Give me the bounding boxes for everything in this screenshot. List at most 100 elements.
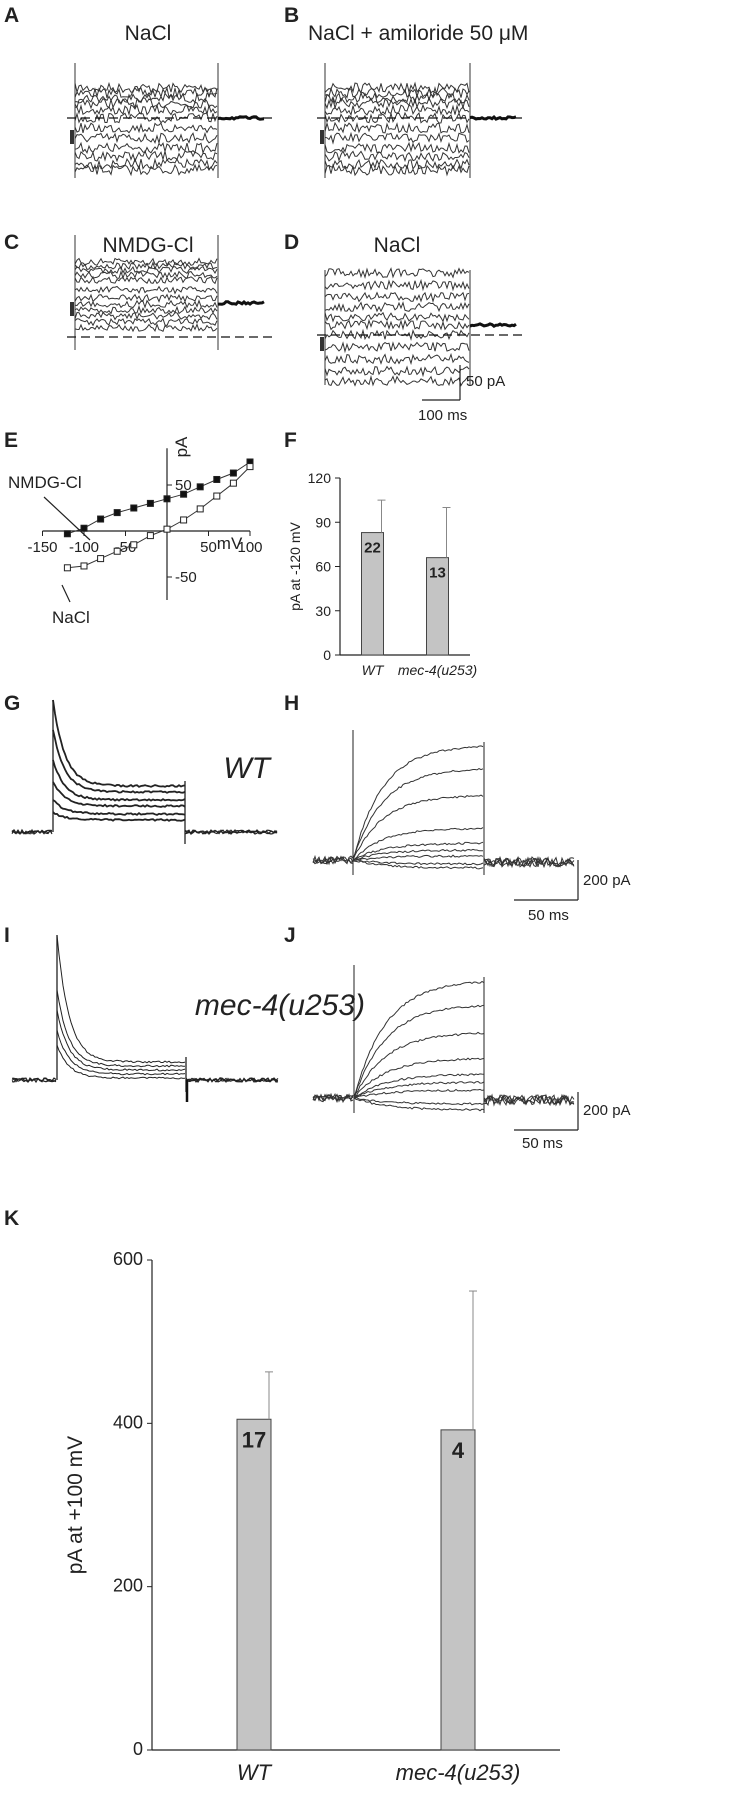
current-trace xyxy=(324,301,470,313)
scalebar-d: 50 pA 100 ms xyxy=(418,365,505,424)
current-trace xyxy=(324,341,470,354)
bar-chart-f: 0 30 60 90 120 pA at -120 mV 22 WT 13 mec-4(u253) xyxy=(287,470,477,678)
trace-group-g xyxy=(11,699,278,844)
trace-group-i xyxy=(11,934,279,1102)
current-trace xyxy=(74,97,218,110)
trace-group-h xyxy=(312,730,575,875)
data-point xyxy=(180,516,188,524)
current-trace xyxy=(352,854,484,861)
y-tick-label: 50 xyxy=(175,477,192,494)
current-trace xyxy=(56,989,185,1068)
data-point xyxy=(97,515,105,523)
x-tick-label: -100 xyxy=(69,539,99,556)
current-trace xyxy=(324,365,470,378)
current-trace xyxy=(353,1057,485,1099)
current-trace xyxy=(353,1088,485,1099)
current-trace xyxy=(352,841,484,862)
data-point xyxy=(113,509,121,517)
data-point xyxy=(196,505,204,513)
panel-label-g: G xyxy=(4,692,20,715)
y-tick-label: 0 xyxy=(133,1739,143,1759)
current-trace xyxy=(352,794,484,861)
tail-current-trace xyxy=(469,322,517,328)
current-trace xyxy=(352,745,484,860)
bar-n-label: 13 xyxy=(429,565,446,582)
current-trace xyxy=(324,352,470,366)
bar xyxy=(361,532,384,656)
scalebar-h-time-label: 50 ms xyxy=(528,907,569,924)
current-trace xyxy=(52,799,186,816)
legend-label-nmdg-cl: NMDG-Cl xyxy=(8,473,82,492)
current-trace xyxy=(352,827,484,861)
y-tick-label: 30 xyxy=(315,603,331,619)
current-trace xyxy=(56,1029,186,1076)
capacitive-artifact xyxy=(320,130,324,144)
scalebar-j: 200 pA 50 ms xyxy=(514,1092,631,1152)
panel-label-c: C xyxy=(4,231,19,254)
tail-trace xyxy=(483,855,575,868)
panel-label-k: K xyxy=(4,1207,19,1230)
data-point xyxy=(213,475,221,483)
current-trace xyxy=(352,859,484,866)
current-trace xyxy=(324,278,470,292)
current-trace xyxy=(74,265,218,275)
current-trace xyxy=(52,729,186,794)
current-trace xyxy=(324,86,470,100)
data-point xyxy=(213,492,221,500)
legend-pointer-nacl xyxy=(61,584,71,603)
series-line-nmdg-cl xyxy=(67,461,251,535)
scalebar-j-current-label: 200 pA xyxy=(583,1102,631,1119)
current-trace xyxy=(324,91,470,105)
panel-label-h: H xyxy=(284,692,299,715)
current-trace xyxy=(56,1009,186,1072)
current-trace xyxy=(56,1044,186,1080)
current-trace xyxy=(52,759,186,802)
trace-group-a xyxy=(67,63,275,178)
current-trace xyxy=(324,131,470,145)
panel-label-b: B xyxy=(284,4,299,27)
legend-label-nacl: NaCl xyxy=(52,608,90,627)
current-trace xyxy=(74,141,218,155)
trace-group-j xyxy=(312,965,575,1113)
current-trace xyxy=(74,163,218,177)
current-trace xyxy=(52,781,186,808)
x-tick-label: 50 xyxy=(200,539,217,556)
panel-label-i: I xyxy=(4,924,10,947)
current-trace xyxy=(324,291,470,304)
current-trace xyxy=(74,322,218,333)
tail-current-trace xyxy=(218,299,265,306)
baseline-trace xyxy=(11,1077,57,1083)
tail-trace xyxy=(184,829,278,836)
bar-n-label: 4 xyxy=(452,1438,465,1463)
data-point xyxy=(246,463,254,471)
y-tick-label: 60 xyxy=(315,559,331,575)
current-trace xyxy=(324,163,470,177)
capacitive-artifact xyxy=(70,130,74,144)
panel-label-d: D xyxy=(284,231,299,254)
bar-n-label: 17 xyxy=(242,1427,266,1452)
y-tick-label: 90 xyxy=(315,514,331,530)
panel-title-d: NaCl xyxy=(374,234,421,257)
panel-label-j: J xyxy=(284,924,296,947)
data-point xyxy=(97,555,105,563)
current-trace xyxy=(324,311,470,323)
current-trace xyxy=(353,1096,485,1112)
data-point xyxy=(80,562,88,570)
data-point xyxy=(146,532,154,540)
current-trace xyxy=(52,699,186,788)
current-trace xyxy=(74,261,218,271)
trace-group-d xyxy=(317,267,527,387)
baseline-trace xyxy=(312,855,354,866)
current-trace xyxy=(353,1096,485,1106)
panel-label-f: F xyxy=(284,429,297,452)
trace-group-c xyxy=(67,235,275,350)
current-trace xyxy=(52,811,186,822)
scalebar-h-current-label: 200 pA xyxy=(583,872,631,889)
current-trace xyxy=(352,860,484,870)
data-point xyxy=(80,524,88,532)
current-trace xyxy=(324,267,470,280)
current-trace xyxy=(324,149,470,163)
data-point xyxy=(196,483,204,491)
y-tick-label: 0 xyxy=(323,647,331,663)
